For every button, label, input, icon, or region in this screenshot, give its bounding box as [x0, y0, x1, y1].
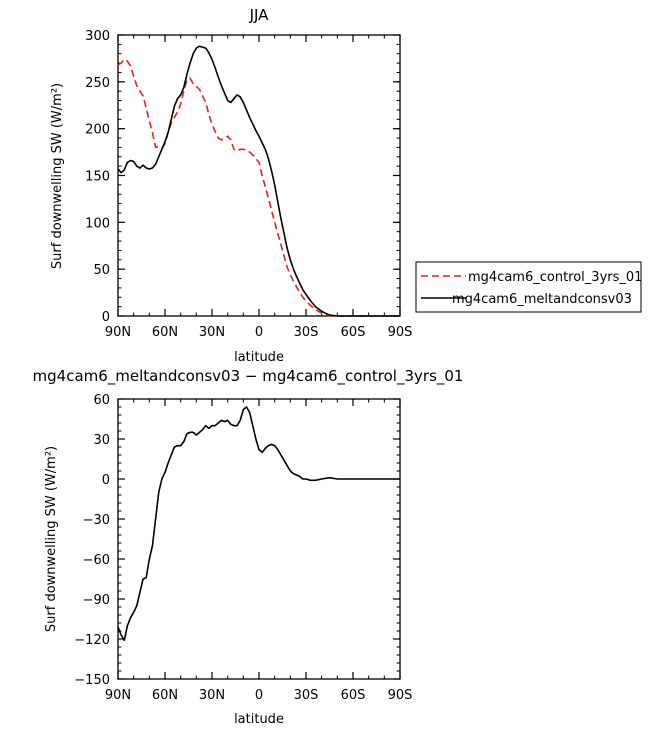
x-tick-label: 60S: [341, 688, 366, 703]
x-tick-label: 90S: [388, 325, 413, 340]
x-tick-label: 30N: [199, 688, 225, 703]
chart-bottom-ylabel: Surf downwelling SW (W/m²): [44, 446, 59, 632]
y-tick-label: 0: [102, 310, 110, 325]
chart-top-title: JJA: [249, 6, 270, 24]
chart-top-plot-area: [117, 34, 401, 317]
y-tick-label: −120: [74, 633, 110, 648]
chart-bottom-series: [117, 406, 400, 642]
chart-top-xlabel: latitude: [234, 350, 284, 365]
chart-bottom-xlabel: latitude: [234, 712, 284, 727]
series-line-mg4cam6-meltandconsv03: [117, 45, 400, 317]
x-tick-label: 60N: [152, 688, 178, 703]
x-tick-label: 90N: [105, 325, 131, 340]
x-tick-label: 30S: [294, 325, 319, 340]
y-tick-label: 50: [93, 263, 110, 278]
y-tick-label: 200: [85, 123, 110, 138]
chart-bottom-x-ticks: 90N 60N 30N 0 30S 60S 90S: [105, 399, 413, 703]
x-tick-label: 30N: [199, 325, 225, 340]
chart-bottom-y-ticks: −150 −120 −90 −60 −30 0 30 60: [74, 393, 400, 688]
chart-bottom-plot-area: [117, 398, 401, 680]
y-tick-label: 100: [85, 216, 110, 231]
y-tick-label: 150: [85, 170, 110, 185]
series-line-series-0: [117, 406, 400, 642]
legend-label-meltandconsv: mg4cam6_meltandconsv03: [452, 292, 632, 307]
chart-top-y-ticks: 0 50 100 150 200 250 300: [85, 29, 400, 325]
x-tick-label: 60S: [341, 325, 366, 340]
chart-bottom: mg4cam6_meltandconsv03 − mg4cam6_control…: [33, 367, 464, 727]
legend-label-control: mg4cam6_control_3yrs_01: [468, 270, 642, 285]
y-tick-label: 300: [85, 29, 110, 44]
x-tick-label: 30S: [294, 688, 319, 703]
y-tick-label: −90: [83, 593, 110, 608]
y-tick-label: 30: [93, 433, 110, 448]
y-tick-label: −60: [83, 553, 110, 568]
chart-top: JJA 90N 60N 30N 0 30S 60S 90S 0 50 100 150 200 250 3…: [50, 6, 642, 365]
y-tick-label: 0: [102, 473, 110, 488]
y-tick-label: −30: [83, 513, 110, 528]
x-tick-label: 0: [255, 325, 263, 340]
legend: mg4cam6_control_3yrs_01 mg4cam6_meltandc…: [415, 261, 642, 313]
chart-top-x-ticks: 90N 60N 30N 0 30S 60S 90S: [105, 35, 413, 340]
chart-bottom-title: mg4cam6_meltandconsv03 − mg4cam6_control…: [33, 367, 464, 386]
y-tick-label: 250: [85, 76, 110, 91]
y-tick-label: −150: [74, 673, 110, 688]
chart-top-series: [117, 45, 400, 317]
y-tick-label: 60: [93, 393, 110, 408]
x-tick-label: 60N: [152, 325, 178, 340]
series-line-mg4cam6-control-3yrs-01: [117, 58, 400, 317]
x-tick-label: 0: [255, 688, 263, 703]
chart-top-ylabel: Surf downwelling SW (W/m²): [50, 83, 65, 269]
x-tick-label: 90S: [388, 688, 413, 703]
legend-box: [415, 261, 642, 313]
x-tick-label: 90N: [105, 688, 131, 703]
